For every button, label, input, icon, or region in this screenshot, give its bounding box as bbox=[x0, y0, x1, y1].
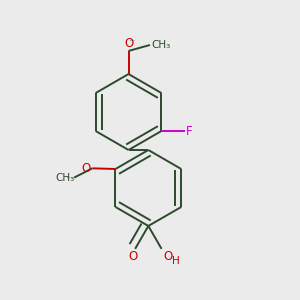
Text: CH₃: CH₃ bbox=[151, 40, 171, 50]
Text: CH₃: CH₃ bbox=[55, 172, 74, 183]
Text: O: O bbox=[124, 37, 133, 50]
Text: F: F bbox=[186, 124, 193, 137]
Text: H: H bbox=[172, 256, 180, 266]
Text: methoxy: methoxy bbox=[130, 40, 136, 41]
Text: O: O bbox=[163, 250, 172, 263]
Text: O: O bbox=[82, 162, 91, 175]
Text: methoxy: methoxy bbox=[67, 177, 73, 178]
Text: O: O bbox=[129, 250, 138, 263]
